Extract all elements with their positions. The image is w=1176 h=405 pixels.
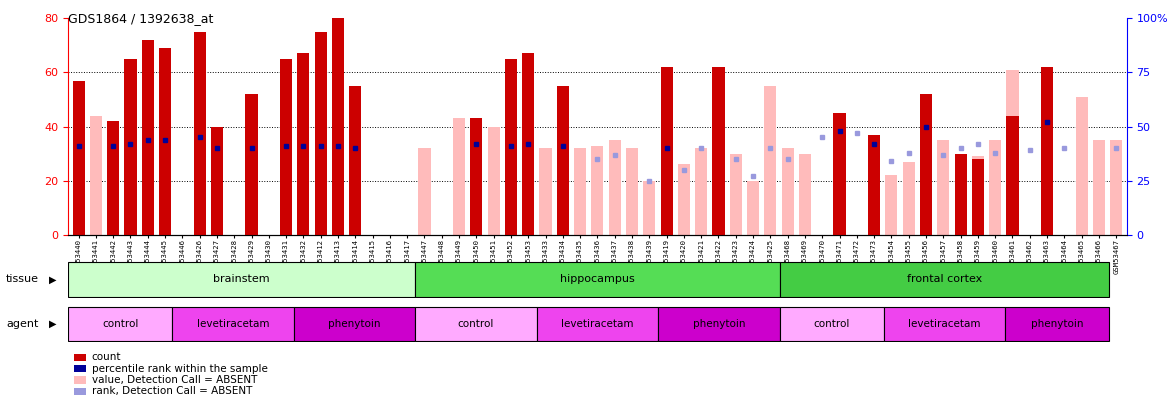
Bar xyxy=(453,118,465,235)
Bar xyxy=(1007,116,1018,235)
Bar xyxy=(522,53,534,235)
Bar xyxy=(1093,140,1105,235)
Bar xyxy=(764,86,776,235)
Bar xyxy=(799,153,811,235)
Bar xyxy=(883,307,1005,341)
Text: control: control xyxy=(102,319,139,329)
Text: frontal cortex: frontal cortex xyxy=(907,275,982,284)
Bar xyxy=(1041,67,1054,235)
Bar xyxy=(780,307,883,341)
Bar xyxy=(747,181,759,235)
Bar xyxy=(125,59,136,235)
Text: brainstem: brainstem xyxy=(213,275,270,284)
Bar xyxy=(592,145,603,235)
Bar xyxy=(294,307,415,341)
Bar xyxy=(540,148,552,235)
Bar xyxy=(971,156,984,235)
Text: count: count xyxy=(92,352,121,362)
Bar xyxy=(695,148,707,235)
Bar xyxy=(470,118,482,235)
Bar xyxy=(659,307,780,341)
Text: value, Detection Call = ABSENT: value, Detection Call = ABSENT xyxy=(92,375,258,385)
Bar xyxy=(246,94,258,235)
Bar xyxy=(536,307,659,341)
Bar xyxy=(556,86,569,235)
Bar xyxy=(505,59,517,235)
Bar xyxy=(920,94,933,235)
Bar xyxy=(298,53,309,235)
Text: ▶: ▶ xyxy=(49,319,56,329)
Bar xyxy=(68,262,415,297)
Text: control: control xyxy=(457,319,494,329)
Bar xyxy=(1005,307,1109,341)
Bar xyxy=(643,181,655,235)
Bar xyxy=(488,127,500,235)
Bar xyxy=(937,140,949,235)
Bar xyxy=(574,148,586,235)
Bar xyxy=(415,307,536,341)
Bar xyxy=(780,262,1109,297)
Bar xyxy=(834,113,846,235)
Bar xyxy=(609,140,621,235)
Bar xyxy=(713,67,724,235)
Bar xyxy=(159,48,171,235)
Bar xyxy=(415,262,780,297)
Bar xyxy=(68,307,173,341)
Bar xyxy=(1110,140,1122,235)
Bar xyxy=(349,86,361,235)
Text: levetiracetam: levetiracetam xyxy=(561,319,634,329)
Bar xyxy=(971,159,984,235)
Bar xyxy=(315,32,327,235)
Text: percentile rank within the sample: percentile rank within the sample xyxy=(92,364,268,373)
Text: hippocampus: hippocampus xyxy=(560,275,635,284)
Text: levetiracetam: levetiracetam xyxy=(908,319,981,329)
Bar xyxy=(141,40,154,235)
Bar xyxy=(107,121,119,235)
Text: ▶: ▶ xyxy=(49,275,56,284)
Bar xyxy=(868,135,880,235)
Text: phenytoin: phenytoin xyxy=(1031,319,1083,329)
Bar xyxy=(173,307,294,341)
Text: tissue: tissue xyxy=(6,275,39,284)
Text: phenytoin: phenytoin xyxy=(328,319,381,329)
Bar xyxy=(1007,70,1018,235)
Bar xyxy=(955,153,967,235)
Text: control: control xyxy=(814,319,850,329)
Bar xyxy=(194,32,206,235)
Text: GDS1864 / 1392638_at: GDS1864 / 1392638_at xyxy=(68,12,214,25)
Text: phenytoin: phenytoin xyxy=(693,319,746,329)
Bar xyxy=(955,153,967,235)
Bar xyxy=(332,18,345,235)
Bar xyxy=(886,175,897,235)
Text: rank, Detection Call = ABSENT: rank, Detection Call = ABSENT xyxy=(92,386,252,396)
Bar xyxy=(677,164,690,235)
Bar xyxy=(419,148,430,235)
Text: agent: agent xyxy=(6,319,39,329)
Bar xyxy=(903,162,915,235)
Bar xyxy=(989,140,1001,235)
Bar xyxy=(73,81,85,235)
Bar xyxy=(626,148,639,235)
Bar xyxy=(729,153,742,235)
Text: levetiracetam: levetiracetam xyxy=(196,319,269,329)
Bar xyxy=(280,59,292,235)
Bar xyxy=(782,148,794,235)
Bar xyxy=(89,116,102,235)
Bar xyxy=(661,67,673,235)
Bar xyxy=(1076,97,1088,235)
Bar xyxy=(211,127,223,235)
